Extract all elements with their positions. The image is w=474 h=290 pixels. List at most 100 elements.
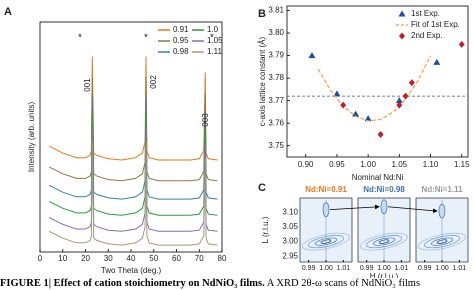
x-tick-label: 20	[81, 254, 90, 263]
data-point	[396, 101, 403, 109]
data-point	[377, 130, 384, 138]
y-axis-label: Intensity (arb. units)	[27, 102, 36, 173]
x-tick-label: 1.01	[453, 265, 467, 272]
substrate-contour	[424, 235, 460, 249]
substrate-contour	[436, 239, 448, 244]
legend-label: 0.91	[173, 25, 189, 34]
map-title: Nd:Ni=0.91	[305, 185, 347, 194]
data-point	[340, 101, 347, 109]
peak-label: 003	[201, 113, 210, 127]
substrate-contour	[360, 232, 408, 251]
x-tick-label: 50	[149, 254, 158, 263]
x-tick-label: 70	[195, 254, 204, 263]
data-point	[395, 97, 403, 104]
fit-curve	[317, 55, 432, 122]
film-peak	[380, 199, 388, 215]
x-tick-label: 0.99	[302, 265, 316, 272]
substrate-marker: *	[210, 33, 214, 44]
map-title: Nd:Ni=1.11	[421, 185, 463, 194]
y-axis-label: c-axis lattice constant (Å)	[258, 36, 267, 126]
x-tick-label: 1.01	[395, 265, 409, 272]
arrow	[387, 206, 438, 214]
y-tick-label: 3.81	[268, 6, 284, 15]
y-tick-label: 3.78	[268, 73, 284, 82]
substrate-marker: *	[144, 33, 148, 44]
legend-label: 1.0	[207, 25, 219, 34]
y-tick-label: 3.79	[268, 51, 284, 60]
x-axis-label: Nominal Nd:Ni	[352, 173, 404, 182]
y-axis-label: L (r.l.u.)	[261, 216, 270, 243]
map-title: Nd:Ni=0.98	[363, 185, 405, 194]
legend-label: 1.11	[207, 47, 223, 56]
x-tick-label: 60	[172, 254, 181, 263]
xrd-trace	[48, 95, 218, 200]
data-point	[352, 110, 360, 117]
data-point	[433, 58, 441, 65]
substrate-contour	[308, 235, 344, 249]
data-point	[458, 40, 465, 48]
y-tick-label: 3.05	[282, 222, 298, 231]
substrate-contour	[378, 239, 390, 244]
x-tick-label: 1.10	[423, 160, 439, 169]
x-axis-label: H (r.l.u.)	[370, 272, 399, 278]
data-point	[402, 92, 409, 100]
panel-label: B	[258, 8, 266, 20]
x-tick-label: 1.05	[392, 160, 408, 169]
legend-swatch	[399, 32, 405, 40]
x-axis-label: Two Theta (deg.)	[101, 266, 162, 275]
y-tick-label: 3.00	[282, 237, 298, 246]
legend-label: 0.98	[173, 47, 189, 56]
x-tick-label: 1.00	[360, 160, 376, 169]
film-peak	[322, 202, 330, 217]
substrate-contour	[418, 232, 466, 251]
x-tick-label: 1.15	[454, 160, 470, 169]
x-tick-label: 1.00	[319, 265, 333, 272]
x-tick-label: 10	[58, 254, 67, 263]
caption-text: A XRD 2θ-ω scans of NdNiO₃ films	[266, 278, 421, 289]
xrd-trace	[48, 127, 218, 232]
plot-frame	[286, 5, 469, 158]
x-tick-label: 1.01	[337, 265, 351, 272]
y-tick-label: 3.80	[268, 28, 284, 37]
y-tick-label: 2.95	[282, 251, 298, 260]
y-tick-label: 3.75	[268, 141, 284, 150]
x-tick-label: 1.00	[435, 265, 449, 272]
panel-label: A	[4, 6, 12, 18]
xrd-trace	[48, 111, 218, 216]
peak-label: 001	[83, 78, 92, 92]
data-point	[308, 52, 316, 59]
x-tick-label: 0.99	[360, 265, 374, 272]
caption-bold: FIGURE 1| Effect of cation stoichiometry…	[0, 278, 265, 289]
data-point	[408, 79, 415, 87]
x-tick-label: 1.00	[377, 265, 391, 272]
x-tick-label: 0.95	[329, 160, 345, 169]
substrate-contour	[320, 239, 332, 244]
xrd-trace	[48, 77, 218, 182]
y-tick-label: 3.10	[282, 208, 298, 217]
substrate-contour	[366, 235, 402, 249]
x-tick-label: 0.90	[298, 160, 314, 169]
x-tick-label: 0	[38, 254, 43, 263]
xrd-trace	[48, 56, 218, 161]
legend-label: 0.95	[173, 36, 189, 45]
plot-frame	[39, 21, 223, 253]
y-tick-label: 3.76	[268, 118, 284, 127]
peak-label: 002	[149, 75, 158, 89]
legend-label: 1st Exp.	[411, 9, 440, 18]
figure: A 0 10 20 30 40 50 60 70 80 Two Theta (deg.) Intens…	[4, 5, 470, 278]
arrow	[329, 204, 380, 211]
xrd-trace	[48, 141, 218, 246]
x-tick-label: 80	[218, 254, 227, 263]
legend-label: 1.05	[207, 36, 223, 45]
x-tick-label: 0.99	[418, 265, 432, 272]
x-tick-label: 40	[127, 254, 136, 263]
legend-label: 2nd Exp.	[411, 31, 443, 40]
caption: FIGURE 1| Effect of cation stoichiometry…	[0, 278, 474, 289]
x-tick-label: 30	[104, 254, 113, 263]
substrate-marker: *	[78, 33, 82, 44]
substrate-contour	[302, 232, 350, 251]
substrate-contour	[430, 237, 454, 246]
y-tick-label: 3.77	[268, 96, 284, 105]
data-point	[333, 90, 341, 97]
